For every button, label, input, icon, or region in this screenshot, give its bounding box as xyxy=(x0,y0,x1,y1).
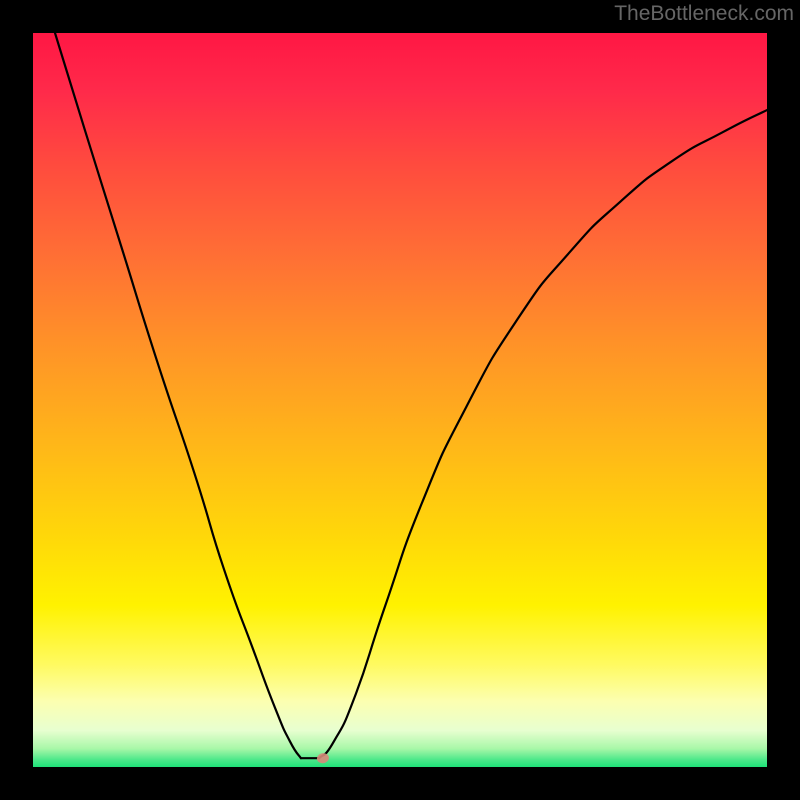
curve-right-branch xyxy=(319,110,767,758)
plot-area xyxy=(33,33,767,767)
watermark-text: TheBottleneck.com xyxy=(614,2,794,26)
curve-left-branch xyxy=(55,33,301,758)
bottleneck-curve xyxy=(33,33,767,767)
chart-frame: TheBottleneck.com xyxy=(0,0,800,800)
bottleneck-marker xyxy=(316,752,330,764)
